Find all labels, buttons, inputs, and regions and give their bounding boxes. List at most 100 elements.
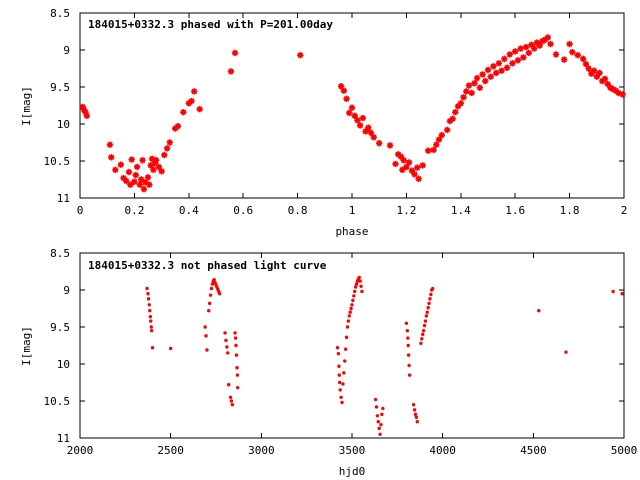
phased-data-point xyxy=(180,108,187,116)
phased-data-point xyxy=(552,51,560,58)
phased-data-point xyxy=(615,89,622,97)
phased-data-point xyxy=(604,80,611,88)
unphased-data-point xyxy=(150,346,155,350)
phased-data-point xyxy=(501,55,508,63)
phased-y-tick-label: 9 xyxy=(63,44,70,57)
unphased-data-point xyxy=(429,292,433,297)
unphased-plot-frame xyxy=(79,252,625,439)
unphased-x-tick-label: 3000 xyxy=(248,444,275,457)
phased-data-point xyxy=(506,51,513,58)
phased-data-point xyxy=(585,65,592,72)
phased-data-point xyxy=(520,54,527,61)
phased-data-point xyxy=(414,164,421,171)
phased-data-point xyxy=(588,70,595,77)
phased-data-point xyxy=(356,122,364,129)
unphased-data-point xyxy=(344,335,349,340)
unphased-chart-title: 184015+0332.3 not phased light curve xyxy=(88,259,327,272)
unphased-data-point xyxy=(349,306,353,311)
phased-data-point xyxy=(582,60,590,68)
phased-data-point xyxy=(463,88,470,95)
phased-data-point xyxy=(517,45,524,52)
phased-data-point xyxy=(487,73,494,80)
phased-x-tick-label: 2 xyxy=(621,204,628,217)
unphased-data-point xyxy=(343,347,348,351)
phased-data-point xyxy=(83,112,90,120)
phased-data-point xyxy=(348,104,356,111)
phased-data-point xyxy=(525,49,532,57)
phased-data-point xyxy=(376,140,383,147)
unphased-data-point xyxy=(359,284,363,288)
unphased-data-point xyxy=(404,321,409,325)
phased-data-point xyxy=(435,136,443,143)
unphased-y-tick-label: 9.5 xyxy=(50,321,70,334)
phased-data-point xyxy=(509,60,516,67)
phased-data-point xyxy=(297,51,304,59)
unphased-data-point xyxy=(430,286,435,291)
phased-data-point xyxy=(408,167,416,174)
unphased-y-tick-label: 10 xyxy=(57,358,70,371)
phased-data-point xyxy=(174,123,182,130)
unphased-data-point xyxy=(360,289,364,294)
unphased-data-point xyxy=(353,285,358,289)
unphased-data-point xyxy=(376,420,380,424)
phased-data-point xyxy=(541,36,549,43)
phased-data-point xyxy=(438,131,445,139)
unphased-y-axis-label: I[mag] xyxy=(20,326,33,366)
phased-data-point xyxy=(503,64,511,71)
phased-data-point xyxy=(446,117,454,125)
unphased-data-point xyxy=(375,414,380,418)
phased-data-point xyxy=(128,156,135,163)
unphased-data-point xyxy=(235,366,239,370)
phased-data-point xyxy=(150,166,157,174)
phased-data-point xyxy=(158,168,165,175)
unphased-data-point xyxy=(342,371,346,375)
phased-data-point xyxy=(449,115,456,123)
phased-data-point xyxy=(140,185,148,193)
phased-data-point xyxy=(512,48,519,55)
unphased-data-point xyxy=(148,314,153,319)
unphased-data-point xyxy=(407,363,411,368)
phased-data-point xyxy=(544,34,552,41)
unphased-data-point xyxy=(620,292,624,296)
phased-data-point xyxy=(161,151,168,159)
unphased-data-point xyxy=(406,353,411,357)
unphased-x-tick-label: 2500 xyxy=(157,444,184,457)
phased-x-tick-label: 1 xyxy=(349,204,356,217)
phased-data-point xyxy=(112,166,119,174)
phased-data-point xyxy=(359,114,367,122)
phased-chart-title: 184015+0332.3 phased with P=201.00day xyxy=(88,18,333,31)
unphased-data-point xyxy=(343,359,347,363)
unphased-data-point xyxy=(236,385,240,390)
unphased-data-point xyxy=(428,297,432,301)
phased-data-point xyxy=(399,166,406,174)
unphased-data-point xyxy=(205,348,209,352)
unphased-data-point xyxy=(354,282,359,286)
phased-data-point xyxy=(148,155,156,162)
unphased-data-point xyxy=(358,279,362,283)
unphased-data-point xyxy=(345,325,350,329)
unphased-data-point xyxy=(203,325,207,329)
phased-data-point xyxy=(131,178,138,185)
unphased-data-point xyxy=(379,422,383,427)
unphased-data-point xyxy=(564,350,568,354)
phased-data-point xyxy=(479,71,486,78)
unphased-data-point xyxy=(419,341,423,345)
unphased-data-point xyxy=(337,364,341,368)
unphased-data-point xyxy=(378,432,382,436)
phased-y-tick-label: 10.5 xyxy=(44,155,71,168)
phased-data-point xyxy=(415,175,422,182)
unphased-data-point xyxy=(233,331,237,335)
phased-data-point xyxy=(172,125,179,132)
phased-data-point xyxy=(403,163,410,171)
phased-data-point xyxy=(405,159,413,166)
unphased-data-point xyxy=(373,397,378,402)
phased-x-ticks: 0 0.2 0.4 0.6 0.8 1 1.2 1.4 1.6 1.8 2 xyxy=(77,13,628,217)
unphased-data-point xyxy=(425,310,429,314)
phased-data-point xyxy=(367,129,375,137)
phased-data-point xyxy=(166,139,173,146)
phased-data-point xyxy=(547,40,554,48)
unphased-data-point xyxy=(336,351,341,356)
phased-data-point xyxy=(386,142,394,149)
phased-data-point xyxy=(142,179,149,186)
unphased-data-point xyxy=(377,426,381,431)
